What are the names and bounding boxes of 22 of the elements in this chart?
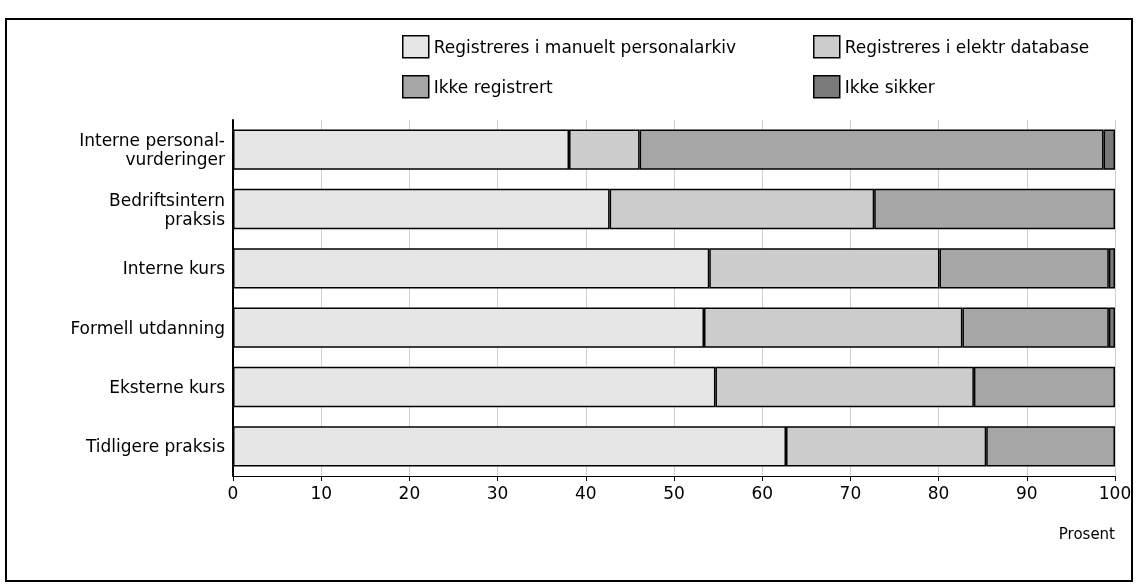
legend-label: Registreres i manuelt personalarkiv (433, 36, 737, 57)
y-tick-label: Formell utdanning (70, 317, 225, 338)
y-tick-label: Bedriftsintern praksis (109, 189, 226, 229)
y-tick-label: Eksterne kurs (109, 377, 226, 397)
y-tick-label: Tidligere praksis (84, 436, 226, 457)
y-tick-label: Interne kurs (122, 258, 226, 279)
x-axis-title: Prosent (1058, 524, 1116, 543)
x-tick-label: 90 (1015, 482, 1038, 503)
x-tick-label: 80 (927, 482, 950, 503)
x-tick-label: 20 (398, 482, 421, 503)
x-tick-label: 100 (1098, 482, 1132, 503)
x-tick-label: 30 (486, 482, 509, 503)
x-tick-label: 50 (663, 482, 685, 503)
x-tick-label: 60 (751, 482, 774, 503)
legend-label: Registreres i elektr database (844, 36, 1090, 57)
legend-label: Ikke sikker (844, 76, 935, 97)
x-tick-label: 0 (227, 482, 239, 503)
y-tick-label: Interne personal- vurderinger (79, 130, 225, 170)
x-tick-label: 40 (574, 482, 597, 503)
x-tick-label: 70 (839, 482, 862, 503)
legend-label: Ikke registrert (433, 76, 553, 97)
x-tick-label: 10 (310, 482, 333, 503)
